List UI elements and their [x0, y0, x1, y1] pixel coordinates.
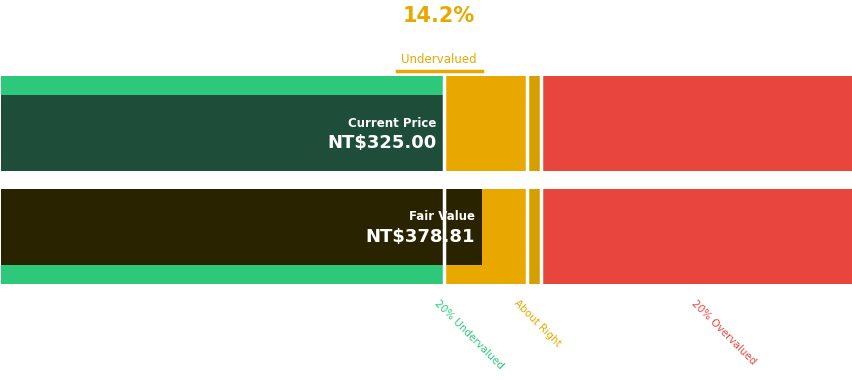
Bar: [2, 171, 850, 189]
Text: 20% Undervalued: 20% Undervalued: [432, 298, 504, 371]
Text: Undervalued: Undervalued: [401, 54, 476, 66]
Text: NT$325.00: NT$325.00: [327, 134, 436, 152]
Bar: [443, 76, 527, 284]
Bar: [527, 76, 541, 284]
Text: Current Price: Current Price: [348, 117, 436, 130]
Text: NT$378.81: NT$378.81: [365, 228, 475, 246]
Text: 14.2%: 14.2%: [403, 6, 475, 26]
Bar: [2, 76, 443, 284]
Text: 20% Overvalued: 20% Overvalued: [688, 298, 757, 366]
Bar: [2, 189, 481, 265]
Text: About Right: About Right: [511, 298, 562, 348]
Bar: [541, 76, 850, 284]
Bar: [2, 95, 443, 171]
Text: Fair Value: Fair Value: [408, 211, 475, 223]
